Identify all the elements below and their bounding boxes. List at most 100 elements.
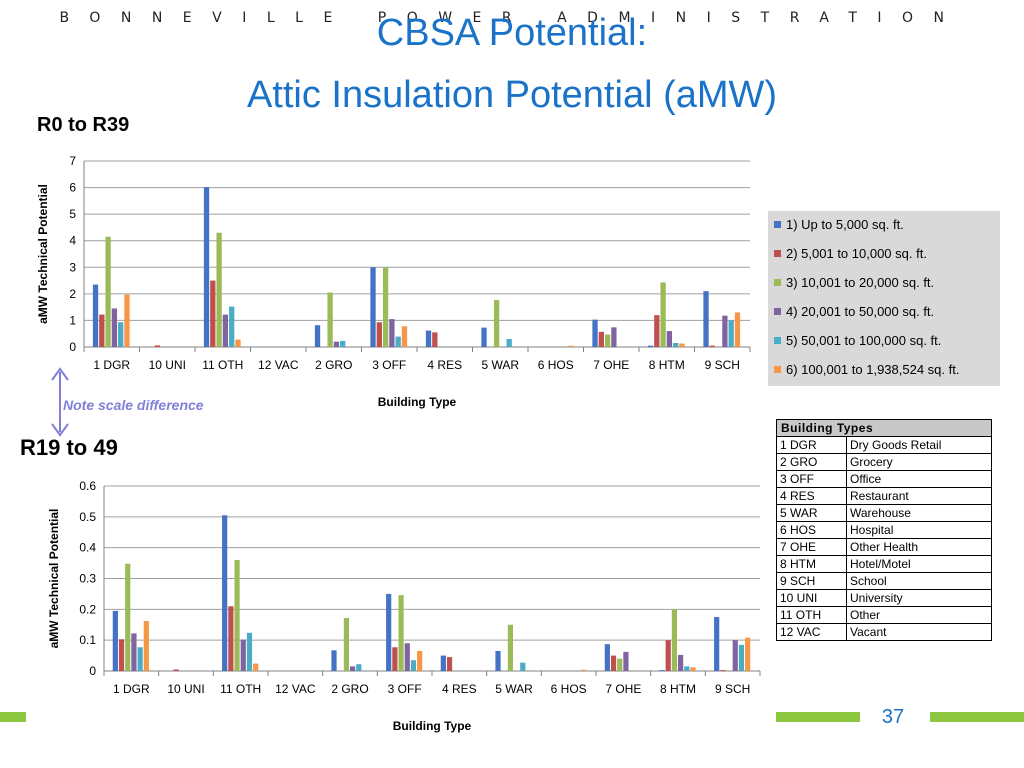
y-tick-label: 0.4 [79, 541, 96, 555]
table-row: 10 UNI University [776, 589, 992, 607]
bar [92, 284, 99, 347]
y-axis-title: aMW Technical Potential [36, 184, 50, 324]
y-tick-label: 5 [69, 207, 76, 221]
type-code: 8 HTM [776, 555, 847, 573]
legend-swatch-4 [774, 308, 781, 316]
bar [617, 658, 623, 671]
bar [389, 319, 395, 347]
table-row: 8 HTM Hotel/Motel [776, 555, 992, 573]
bar [684, 666, 690, 671]
bar [432, 332, 438, 347]
x-tick-label: 9 SCH [705, 358, 740, 372]
type-code: 3 OFF [776, 470, 847, 488]
bar [246, 632, 253, 671]
y-tick-label: 0.1 [79, 633, 96, 647]
bar [440, 655, 446, 671]
bar [386, 593, 392, 671]
bar [610, 655, 617, 671]
bar [703, 291, 709, 347]
bar [222, 314, 229, 347]
bottom-section-label: R19 to 49 [20, 435, 118, 460]
bar [253, 663, 259, 671]
bar [382, 267, 389, 347]
type-code: 7 OHE [776, 538, 847, 556]
chart-r0-r39: 0 1 2 3 4 5 6 7 1 DGR 10 UNI 11 OTH 12 VAC 2 GRO 3 OF… [36, 154, 751, 409]
top-section-label: R0 to R39 [37, 114, 130, 136]
scale-note: Note scale difference [63, 397, 204, 413]
type-description: Warehouse [846, 504, 992, 522]
legend-label-6: 6) 100,001 to 1,938,524 sq. ft. [786, 362, 960, 377]
bar [131, 633, 137, 671]
x-tick-label: 2 GRO [331, 682, 368, 696]
bar [340, 340, 346, 347]
type-code: 2 GRO [776, 453, 847, 471]
legend-item-3: 3) 10,001 to 20,000 sq. ft. [774, 275, 934, 290]
bar [410, 660, 417, 671]
footer-accent-right [930, 712, 1024, 722]
bar [216, 232, 222, 347]
legend-label-4: 4) 20,001 to 50,000 sq. ft. [786, 304, 935, 319]
bar [234, 560, 240, 671]
bar [404, 643, 410, 671]
y-tick-label: 1 [69, 313, 76, 327]
y-tick-label: 4 [69, 234, 76, 248]
type-code: 11 OTH [776, 606, 847, 624]
scale-difference-arrow [51, 367, 69, 437]
y-tick-label: 0.3 [79, 572, 96, 586]
bar [666, 331, 673, 347]
type-code: 1 DGR [776, 436, 847, 454]
bar [520, 662, 526, 671]
bar [392, 647, 398, 671]
type-description: University [846, 589, 992, 607]
x-axis-title: Building Type [393, 719, 472, 733]
bar [203, 187, 210, 347]
x-tick-label: 2 GRO [315, 358, 352, 372]
x-tick-label: 4 RES [427, 358, 462, 372]
legend-swatch-2 [774, 250, 781, 258]
bar [493, 299, 500, 347]
bar [678, 654, 684, 671]
x-tick-label: 9 SCH [715, 682, 750, 696]
bar [235, 339, 241, 347]
x-tick-label: 11 OTH [220, 682, 261, 696]
bar [709, 345, 715, 347]
bar [446, 657, 453, 671]
page-number: 37 [881, 706, 905, 728]
legend-item-1: 1) Up to 5,000 sq. ft. [774, 217, 904, 232]
bar [376, 322, 382, 347]
bar [173, 669, 179, 671]
y-tick-label: 2 [69, 287, 76, 301]
bar [665, 640, 671, 671]
bar [734, 312, 741, 347]
x-tick-label: 7 OHE [605, 682, 641, 696]
bar [398, 595, 404, 671]
table-row: 5 WAR Warehouse [776, 504, 992, 522]
x-tick-label: 6 HOS [538, 358, 574, 372]
legend-label-2: 2) 5,001 to 10,000 sq. ft. [786, 246, 927, 261]
chart-r19-r49: 0 0.1 0.2 0.3 0.4 0.5 0.6 1 DGR 10 UNI 11 OTH 12 V… [47, 479, 761, 733]
building-types-header: Building Types [776, 419, 992, 437]
x-tick-label: 12 VAC [258, 358, 299, 372]
bar [137, 647, 143, 671]
bar [118, 322, 124, 347]
bar [714, 617, 720, 671]
legend-label-1: 1) Up to 5,000 sq. ft. [786, 217, 904, 232]
type-description: Other [846, 606, 992, 624]
x-tick-label: 6 HOS [551, 682, 587, 696]
bar [720, 670, 726, 671]
bar [125, 563, 131, 671]
bar [673, 343, 679, 347]
bar [604, 334, 611, 347]
bar [679, 343, 685, 347]
type-description: Other Health [846, 538, 992, 556]
y-tick-label: 0.2 [79, 602, 96, 616]
bar [738, 644, 745, 671]
bar [506, 339, 512, 347]
x-tick-label: 1 DGR [113, 682, 150, 696]
bar [732, 640, 738, 671]
bar [728, 320, 734, 347]
bar [598, 331, 604, 347]
footer-accent-mid [776, 712, 860, 722]
legend-item-4: 4) 20,001 to 50,000 sq. ft. [774, 304, 934, 319]
bar [228, 606, 234, 671]
